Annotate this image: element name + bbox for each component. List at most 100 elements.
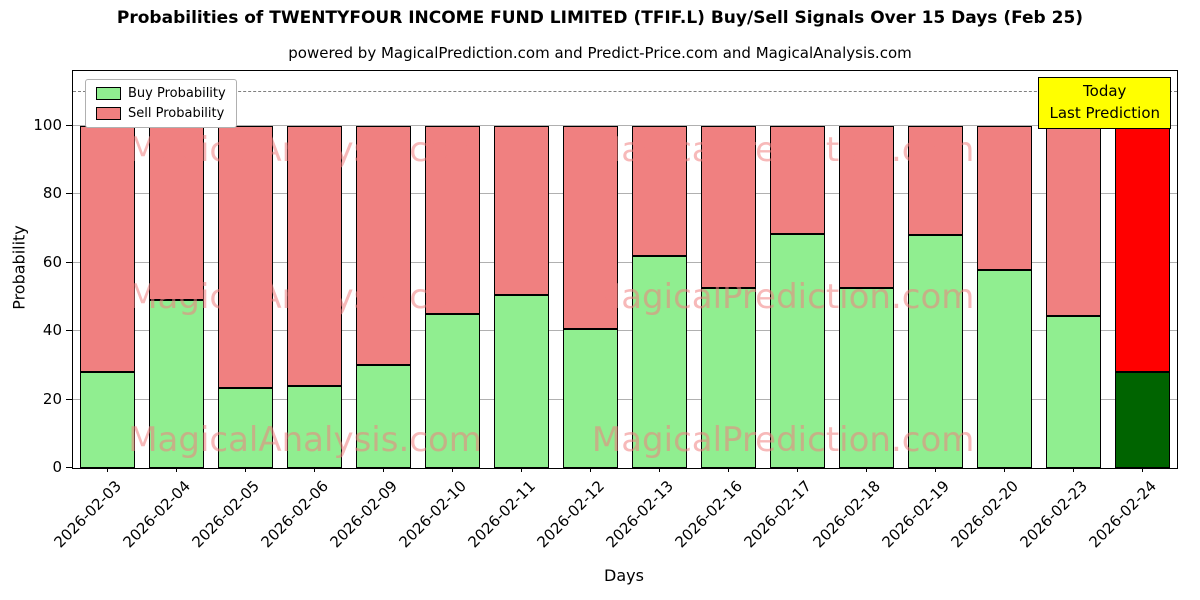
legend-item-buy: Buy Probability	[96, 86, 226, 101]
today-annotation-line1: Today	[1083, 82, 1127, 100]
chart-subtitle: powered by MagicalPrediction.com and Pre…	[288, 44, 912, 62]
legend-buy-label: Buy Probability	[128, 86, 226, 101]
gridline	[73, 193, 1177, 195]
bar-slot	[73, 71, 142, 468]
buy-bar-segment	[1045, 315, 1102, 468]
bar-slot	[487, 71, 556, 468]
y-tick-label: 40	[42, 321, 62, 340]
x-tick-label: 2026-02-16	[671, 477, 747, 552]
sell-bar-segment	[79, 125, 136, 373]
buy-bar-segment	[286, 385, 343, 468]
bar-slot	[1108, 71, 1177, 468]
sell-bar-segment	[424, 125, 481, 314]
buy-bar-segment	[631, 255, 688, 468]
buy-bar-segment	[493, 295, 550, 468]
sell-bar-segment	[562, 125, 619, 330]
buy-bar-segment	[217, 387, 274, 468]
y-tick-mark	[66, 467, 72, 468]
sell-bar-segment	[1045, 125, 1102, 316]
today-annotation: Today Last Prediction	[1038, 77, 1171, 129]
y-tick-mark	[66, 193, 72, 195]
legend-sell-label: Sell Probability	[128, 106, 225, 121]
bar-slot	[418, 71, 487, 468]
x-tick-label: 2026-02-20	[947, 477, 1023, 552]
gridline	[73, 398, 1177, 400]
sell-bar-segment	[286, 125, 343, 386]
x-tick-label: 2026-02-12	[533, 477, 609, 552]
x-tick-label: 2026-02-13	[602, 477, 678, 552]
x-tick-label: 2026-02-09	[326, 477, 402, 552]
x-tick-mark	[658, 467, 660, 472]
x-tick-mark	[589, 467, 591, 472]
bar-slot	[280, 71, 349, 468]
y-tick-label: 20	[42, 389, 62, 408]
x-tick-mark	[934, 467, 936, 472]
sell-bar-segment	[1114, 125, 1171, 373]
y-tick-mark	[66, 124, 72, 126]
y-tick-mark	[66, 261, 72, 263]
x-axis-label: Days	[604, 566, 644, 585]
x-tick-mark	[520, 467, 522, 472]
x-tick-mark	[865, 467, 867, 472]
bar-slot	[349, 71, 418, 468]
sell-bar-segment	[355, 125, 412, 366]
buy-bar-segment	[79, 372, 136, 468]
x-tick-mark	[382, 467, 384, 472]
bar-slot	[556, 71, 625, 468]
x-tick-mark	[1141, 467, 1143, 472]
sell-bar-segment	[700, 125, 757, 289]
x-tick-label: 2026-02-19	[878, 477, 954, 552]
x-axis-ticks: 2026-02-03 2026-02-04 2026-02-05 2026-02-06…	[51, 467, 1176, 577]
x-tick-mark	[796, 467, 798, 472]
bar-slot	[625, 71, 694, 468]
sell-bar-segment	[217, 125, 274, 388]
x-tick-mark	[727, 467, 729, 472]
bar-slot	[901, 71, 970, 468]
y-tick-label: 80	[42, 184, 62, 203]
buy-bar-segment	[976, 269, 1033, 468]
buy-bar-segment	[838, 288, 895, 468]
buy-bar-segment	[700, 288, 757, 468]
buy-bar-segment	[907, 235, 964, 468]
buy-bar-segment	[1114, 372, 1171, 468]
gridline	[73, 124, 1177, 126]
x-tick-mark	[106, 467, 108, 472]
x-tick-mark	[244, 467, 246, 472]
bars-layer	[73, 71, 1177, 468]
sell-bar-segment	[148, 125, 205, 301]
x-tick-label: 2026-02-18	[809, 477, 885, 552]
y-tick-mark	[66, 398, 72, 400]
x-tick-label: 2026-02-06	[257, 477, 333, 552]
sell-bar-segment	[907, 125, 964, 236]
y-tick-mark	[66, 330, 72, 332]
x-tick-mark	[1072, 467, 1074, 472]
x-tick-label: 2026-02-04	[119, 477, 195, 552]
sell-swatch-icon	[96, 107, 121, 120]
bar-slot	[142, 71, 211, 468]
buy-bar-segment	[562, 329, 619, 468]
gridline	[73, 261, 1177, 263]
buy-swatch-icon	[96, 87, 121, 100]
x-tick-mark	[1003, 467, 1005, 472]
plot-area: MagicalAnalysis.com MagicalPrediction.com…	[72, 70, 1178, 469]
x-tick-label: 2026-02-10	[395, 477, 471, 552]
bar-slot	[832, 71, 901, 468]
x-tick-label: 2026-02-11	[464, 477, 540, 552]
bar-slot	[1039, 71, 1108, 468]
buy-bar-segment	[769, 233, 826, 468]
threshold-dashed-line	[73, 90, 1177, 92]
legend-item-sell: Sell Probability	[96, 106, 226, 121]
buy-bar-segment	[424, 314, 481, 468]
sell-bar-segment	[631, 125, 688, 256]
bar-slot	[763, 71, 832, 468]
x-tick-mark	[451, 467, 453, 472]
x-tick-label: 2026-02-17	[740, 477, 816, 552]
legend: Buy Probability Sell Probability	[85, 79, 237, 128]
today-annotation-line2: Last Prediction	[1049, 103, 1160, 122]
x-tick-mark	[313, 467, 315, 472]
bar-slot	[970, 71, 1039, 468]
bar-slot	[694, 71, 763, 468]
x-tick-label: 2026-02-23	[1016, 477, 1092, 552]
y-axis-ticks: 0 20 40 60 80 100	[0, 0, 72, 600]
